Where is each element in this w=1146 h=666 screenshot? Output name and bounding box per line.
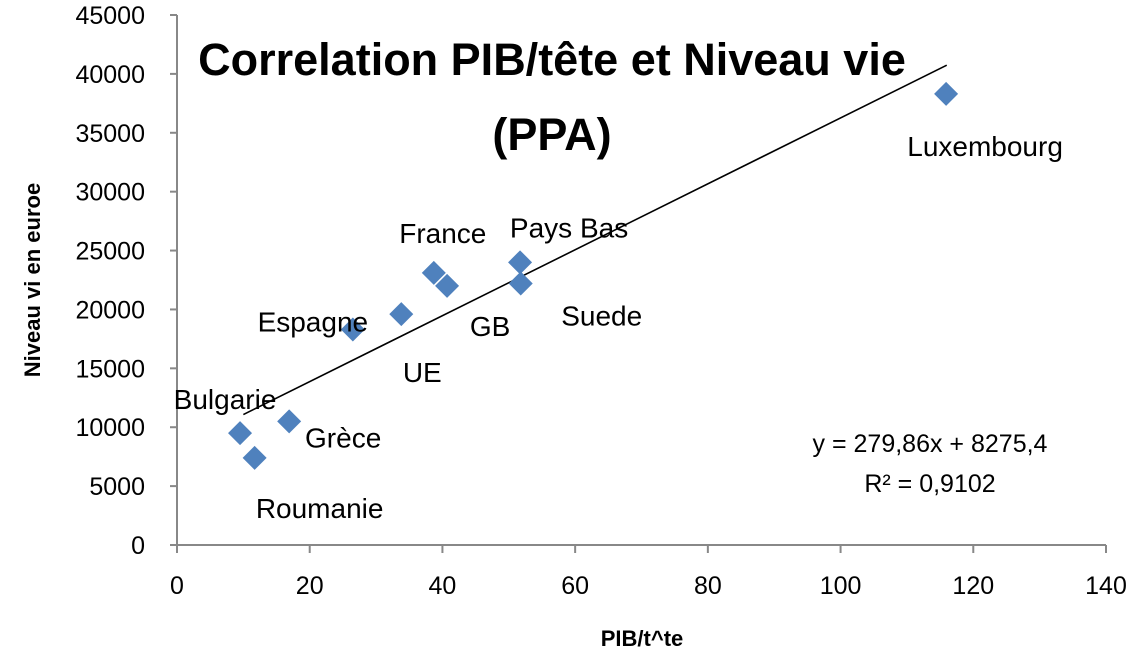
y-tick-label: 20000 — [75, 296, 145, 324]
trendline-r-squared: R² = 0,9102 — [864, 470, 995, 498]
data-point-label: GB — [470, 311, 510, 342]
x-tick-label: 40 — [429, 572, 457, 600]
data-point-marker — [340, 317, 365, 342]
y-tick-label: 5000 — [89, 473, 145, 501]
data-point-marker — [228, 421, 253, 446]
data-point-marker — [934, 81, 959, 106]
x-tick-label: 60 — [561, 572, 589, 600]
data-point-marker — [508, 250, 533, 275]
data-point-marker — [277, 409, 302, 434]
data-point-label: UE — [403, 357, 442, 388]
y-tick-label: 40000 — [75, 61, 145, 89]
data-point-label: France — [399, 218, 486, 249]
x-tick-label: 100 — [820, 572, 862, 600]
x-tick-label: 20 — [296, 572, 324, 600]
data-point-marker — [242, 445, 267, 470]
x-tick-label: 140 — [1085, 572, 1127, 600]
axes: 0 5000 10000 15000 20000 25000 30000 35000 40000… — [75, 2, 1126, 600]
chart-title-line-1: Correlation PIB/tête et Niveau vie — [198, 34, 906, 85]
y-tick-label: 10000 — [75, 414, 145, 442]
x-tick-label: 0 — [170, 572, 184, 600]
data-points — [228, 81, 959, 470]
y-tick-label: 45000 — [75, 2, 145, 30]
data-point-marker — [508, 271, 533, 296]
chart-title-line-2: (PPA) — [492, 109, 611, 160]
trendline-path — [243, 64, 948, 416]
y-tick-label: 0 — [131, 532, 145, 560]
data-point-marker — [435, 273, 460, 298]
y-axis-title: Niveau vi en euroe — [20, 183, 45, 377]
data-point-label: Espagne — [258, 306, 369, 337]
point-labels: Bulgarie Roumanie Grèce Espagne UE France GB Pa… — [174, 131, 1063, 524]
y-tick-label: 30000 — [75, 179, 145, 207]
x-tick-label: 120 — [952, 572, 994, 600]
trendline-equation: y = 279,86x + 8275,4 — [813, 430, 1048, 458]
data-point-label: Grèce — [305, 422, 381, 453]
y-tick-label: 15000 — [75, 355, 145, 383]
data-point-marker — [389, 302, 414, 327]
y-tick-label: 35000 — [75, 120, 145, 148]
data-point-label: Bulgarie — [174, 384, 277, 415]
trendline — [243, 64, 948, 416]
y-ticks: 0 5000 10000 15000 20000 25000 30000 35000 40000… — [75, 2, 177, 560]
data-point-label: Roumanie — [256, 493, 384, 524]
x-tick-label: 80 — [694, 572, 722, 600]
data-point-label: Suede — [561, 301, 642, 332]
data-point-marker — [421, 260, 446, 285]
data-point-label: Pays Bas — [510, 212, 628, 243]
x-axis-title: PIB/t^te — [601, 626, 684, 651]
x-ticks: 0 20 40 60 80 100 120 140 — [170, 545, 1127, 600]
data-point-label: Luxembourg — [907, 131, 1063, 162]
y-tick-label: 25000 — [75, 238, 145, 266]
